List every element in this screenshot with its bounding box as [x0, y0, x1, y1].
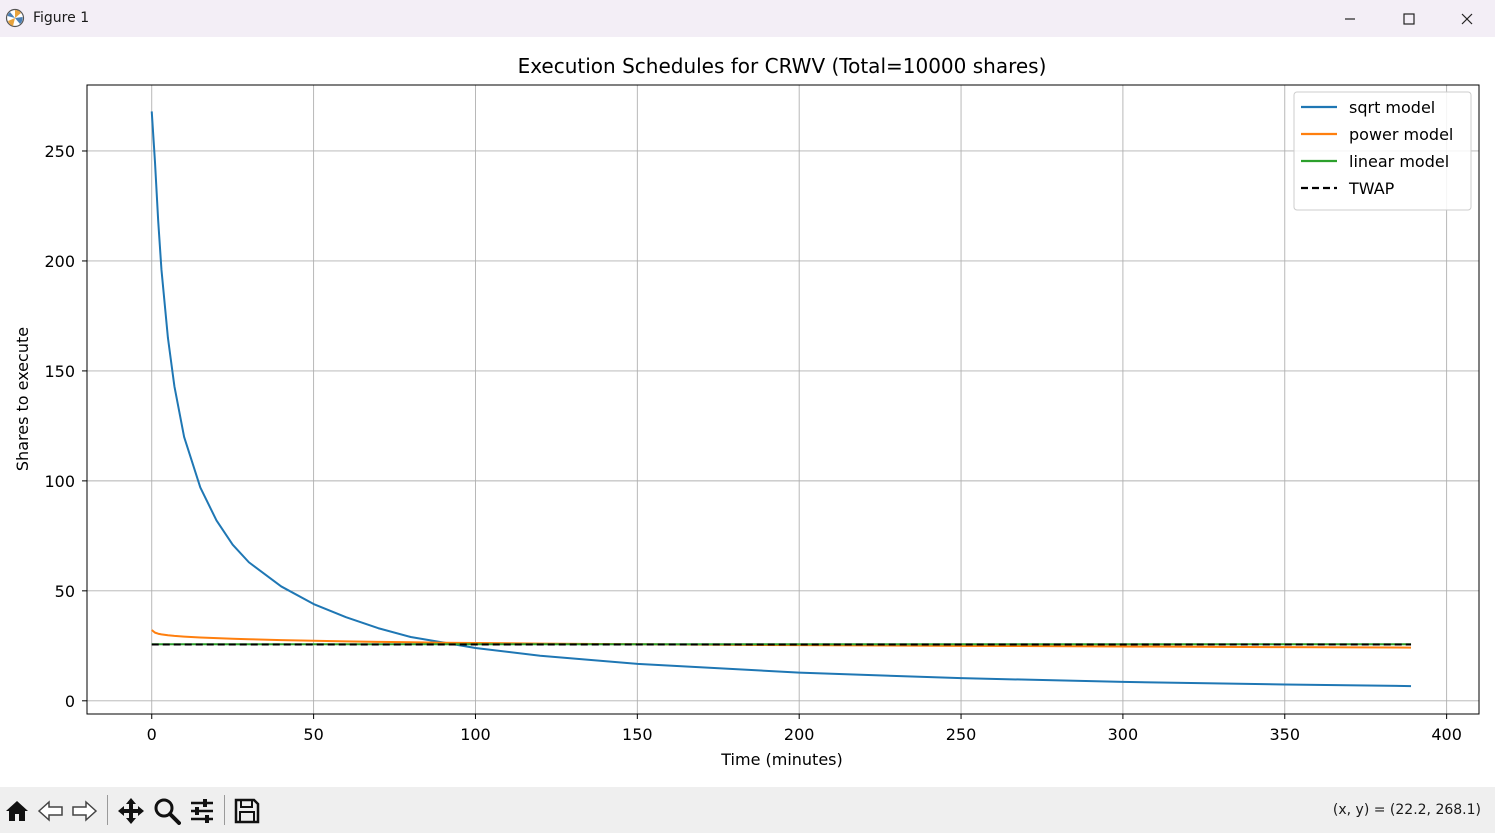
window-titlebar: Figure 1 [0, 0, 1495, 37]
x-tick-label: 200 [784, 725, 815, 744]
close-icon [1461, 13, 1473, 24]
close-button[interactable] [1438, 0, 1495, 37]
x-tick-label: 300 [1108, 725, 1139, 744]
matplotlib-logo-icon [5, 8, 25, 28]
axes-frame [86, 84, 1480, 715]
back-button[interactable] [36, 796, 66, 826]
pan-button[interactable] [116, 796, 146, 826]
series-line-sqrt-model [150, 111, 1412, 688]
y-tick-label: 50 [55, 582, 75, 601]
legend-label: TWAP [1348, 179, 1395, 198]
y-tick-label: 100 [44, 472, 75, 491]
y-axis-ticks: 0 50 100 150 200 250 [44, 142, 87, 711]
y-tick-label: 0 [65, 692, 75, 711]
save-icon [234, 798, 260, 824]
chart-title: Execution Schedules for CRWV (Total=1000… [518, 54, 1047, 78]
forward-button[interactable] [69, 796, 99, 826]
y-tick-label: 150 [44, 362, 75, 381]
home-button[interactable] [2, 796, 32, 826]
legend-label: linear model [1349, 152, 1449, 171]
x-tick-label: 250 [946, 725, 977, 744]
x-tick-label: 350 [1269, 725, 1300, 744]
line-chart[interactable]: 0 50 100 150 200 250 300 350 400 0 50 100 150 200 250… [0, 37, 1495, 787]
window-title: Figure 1 [33, 10, 90, 26]
x-axis-ticks: 0 50 100 150 200 250 300 350 400 [147, 714, 1462, 744]
legend-label: sqrt model [1349, 98, 1435, 117]
navigation-toolbar: (x, y) = (22.2, 268.1) [0, 787, 1495, 833]
configure-subplots-icon [191, 799, 213, 823]
figure-canvas[interactable]: 0 50 100 150 200 250 300 350 400 0 50 100 150 200 250… [0, 37, 1495, 787]
x-tick-label: 150 [622, 725, 653, 744]
y-tick-label: 200 [44, 252, 75, 271]
forward-icon [72, 800, 98, 822]
x-tick-label: 400 [1431, 725, 1462, 744]
maximize-icon [1403, 12, 1415, 25]
zoom-button[interactable] [152, 796, 182, 826]
x-tick-label: 0 [147, 725, 157, 744]
cursor-coordinates: (x, y) = (22.2, 268.1) [1332, 802, 1481, 818]
y-tick-label: 250 [44, 142, 75, 161]
zoom-icon [154, 798, 181, 825]
minimize-button[interactable] [1321, 0, 1379, 37]
maximize-button[interactable] [1380, 0, 1438, 37]
toolbar-separator [224, 795, 225, 825]
home-icon [6, 801, 28, 821]
save-button[interactable] [232, 796, 262, 826]
series-lines [150, 111, 1412, 688]
back-icon [37, 800, 63, 822]
x-tick-label: 100 [460, 725, 491, 744]
legend[interactable]: sqrt model power model linear model TWAP [1293, 91, 1472, 211]
configure-subplots-button[interactable] [187, 796, 217, 826]
legend-label: power model [1349, 125, 1453, 144]
legend-box [1293, 91, 1472, 211]
pan-icon [118, 798, 144, 824]
x-axis-label: Time (minutes) [720, 750, 843, 769]
y-axis-label: Shares to execute [13, 327, 32, 471]
toolbar-separator [107, 795, 108, 825]
x-tick-label: 50 [303, 725, 323, 744]
grid-lines [87, 85, 1479, 714]
minimize-icon [1345, 17, 1355, 20]
